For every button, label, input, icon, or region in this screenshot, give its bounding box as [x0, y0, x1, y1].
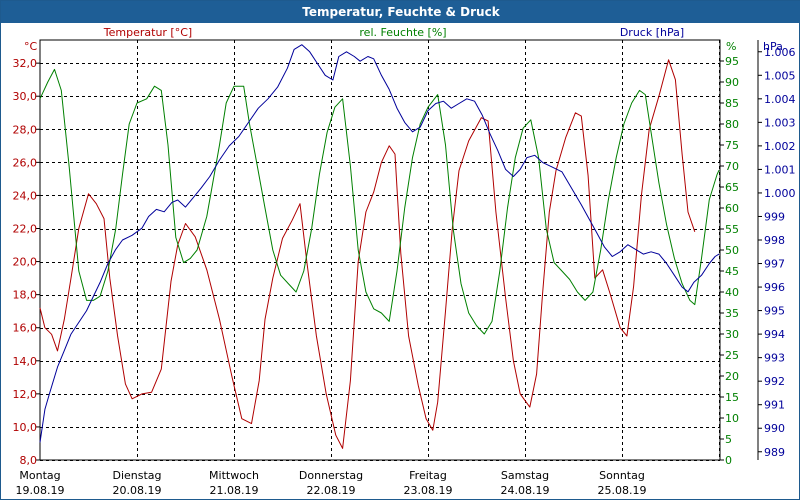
day-label-weekday: Mittwoch — [209, 469, 259, 482]
pressure-tick-label: 1.001 — [764, 163, 796, 176]
temperature-tick-label: 22,0 — [13, 223, 38, 236]
pressure-tick-label: 991 — [764, 399, 785, 412]
humidity-tick-label: 45 — [725, 265, 739, 278]
pressure-tick-label: 996 — [764, 281, 785, 294]
humidity-tick-label: 95 — [725, 55, 739, 68]
humidity-tick-label: 25 — [725, 349, 739, 362]
pressure-tick-label: 1.003 — [764, 116, 796, 129]
day-label-weekday: Sonntag — [599, 469, 645, 482]
pressure-tick-label: 997 — [764, 258, 785, 271]
window-title: Temperatur, Feuchte & Druck — [1, 1, 800, 23]
temperature-tick-label: 32,0 — [13, 57, 38, 70]
humidity-axis: 0 5 10 15 20 25 30 35 40 45 50 55 60 65 70 75 80 85 90 95 — [720, 55, 739, 467]
humidity-unit: % — [726, 40, 736, 53]
day-label-weekday: Montag — [19, 469, 60, 482]
day-label-date: 24.08.19 — [501, 484, 550, 497]
grid — [39, 39, 721, 461]
pressure-axis: 989 990 991 992 993 994 995 996 997 998 999 1.000 1.… — [757, 40, 796, 460]
day-label-date: 20.08.19 — [113, 484, 162, 497]
day-label-date: 22.08.19 — [307, 484, 356, 497]
pressure-tick-label: 1.000 — [764, 187, 796, 200]
temperature-tick-label: 18,0 — [13, 289, 38, 302]
temperature-axis-label: Temperatur [°C] — [103, 26, 192, 39]
pressure-tick-label: 1.006 — [764, 46, 796, 59]
temperature-tick-label: 24,0 — [13, 189, 38, 202]
temperature-line — [39, 59, 696, 449]
plot-border — [39, 39, 721, 461]
day-label-date: 25.08.19 — [598, 484, 647, 497]
humidity-tick-label: 5 — [725, 433, 732, 446]
humidity-tick-label: 0 — [725, 454, 732, 467]
pressure-tick-label: 994 — [764, 328, 785, 341]
humidity-tick-label: 85 — [725, 97, 739, 110]
humidity-tick-label: 50 — [725, 244, 739, 257]
humidity-tick-label: 35 — [725, 307, 739, 320]
temperature-tick-label: 10,0 — [13, 421, 38, 434]
pressure-tick-label: 998 — [764, 234, 785, 247]
temperature-tick-label: 26,0 — [13, 156, 38, 169]
temperature-tick-label: 12,0 — [13, 388, 38, 401]
day-label-date: 19.08.19 — [16, 484, 65, 497]
humidity-tick-label: 30 — [725, 328, 739, 341]
pressure-tick-label: 1.005 — [764, 69, 796, 82]
series-layer — [39, 44, 720, 449]
humidity-tick-label: 70 — [725, 160, 739, 173]
humidity-tick-label: 80 — [725, 118, 739, 131]
humidity-tick-label: 90 — [725, 76, 739, 89]
day-label-weekday: Samstag — [501, 469, 549, 482]
pressure-tick-label: 1.002 — [764, 140, 796, 153]
pressure-tick-label: 995 — [764, 305, 785, 318]
temperature-tick-label: 14,0 — [13, 355, 38, 368]
pressure-tick-label: 999 — [764, 210, 785, 223]
humidity-line — [39, 68, 720, 335]
pressure-tick-label: 989 — [764, 446, 785, 459]
day-label-date: 23.08.19 — [404, 484, 453, 497]
temperature-tick-label: 8,0 — [20, 454, 38, 467]
humidity-tick-label: 60 — [725, 202, 739, 215]
temperature-unit: °C — [24, 40, 38, 53]
pressure-unit: hPa — [763, 40, 783, 53]
humidity-tick-label: 10 — [725, 412, 739, 425]
humidity-tick-label: 55 — [725, 223, 739, 236]
temperature-tick-label: 28,0 — [13, 123, 38, 136]
temperature-axis: 8,0 10,0 12,0 14,0 16,0 18,0 20,0 22,0 24,0 26,0 2… — [13, 57, 40, 467]
pressure-tick-label: 1.004 — [764, 93, 796, 106]
pressure-tick-label: 992 — [764, 375, 785, 388]
day-label-weekday: Freitag — [409, 469, 447, 482]
time-axis: Montag 19.08.19 Dienstag 20.08.19 Mittwoch 21… — [16, 469, 647, 497]
humidity-tick-label: 20 — [725, 370, 739, 383]
humidity-tick-label: 65 — [725, 181, 739, 194]
day-label-date: 21.08.19 — [210, 484, 259, 497]
humidity-tick-label: 75 — [725, 139, 739, 152]
pressure-tick-label: 993 — [764, 352, 785, 365]
pressure-tick-label: 990 — [764, 422, 785, 435]
temperature-tick-label: 30,0 — [13, 90, 38, 103]
temperature-tick-label: 20,0 — [13, 256, 38, 269]
humidity-tick-label: 15 — [725, 391, 739, 404]
humidity-tick-label: 40 — [725, 286, 739, 299]
day-label-weekday: Donnerstag — [299, 469, 363, 482]
humidity-axis-label: rel. Feuchte [%] — [359, 26, 446, 39]
day-label-weekday: Dienstag — [112, 469, 161, 482]
pressure-line — [39, 44, 720, 443]
temperature-tick-label: 16,0 — [13, 322, 38, 335]
pressure-axis-label: Druck [hPa] — [620, 26, 684, 39]
